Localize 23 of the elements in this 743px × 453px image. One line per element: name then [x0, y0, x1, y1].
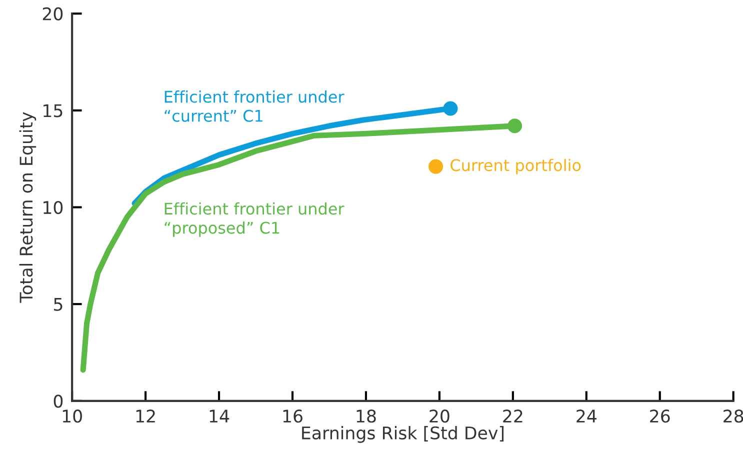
x-tick-label: 22 [503, 410, 522, 422]
x-tick-label: 24 [576, 410, 596, 422]
y-axis-title: Total Return on Equity [19, 112, 36, 303]
y-tick-label: 10 [44, 200, 63, 214]
x-axis-title: Earnings Risk [Std Dev] [302, 426, 504, 443]
point [428, 159, 444, 174]
point [507, 118, 522, 134]
x-tick-label: 28 [724, 410, 743, 423]
x-tick-label: 20 [430, 410, 450, 423]
series-label: Current portfolio [450, 158, 581, 174]
x-tick-label: 26 [650, 410, 670, 423]
y-tick-label: 5 [54, 298, 62, 311]
y-tick-label: 15 [44, 104, 62, 118]
x-tick-label: 10 [62, 410, 82, 423]
series-label: Efficient frontier under “current” C1 [164, 90, 344, 122]
point [443, 101, 458, 116]
x-tick-label: 12 [136, 410, 155, 422]
x-tick-label: 18 [356, 410, 376, 423]
y-tick-label: 20 [42, 7, 63, 20]
x-tick-label: 16 [283, 410, 302, 423]
x-tick-label: 14 [210, 410, 230, 422]
y-tick-label: 0 [54, 394, 63, 408]
series-label: Efficient frontier under “proposed” C1 [164, 202, 344, 237]
